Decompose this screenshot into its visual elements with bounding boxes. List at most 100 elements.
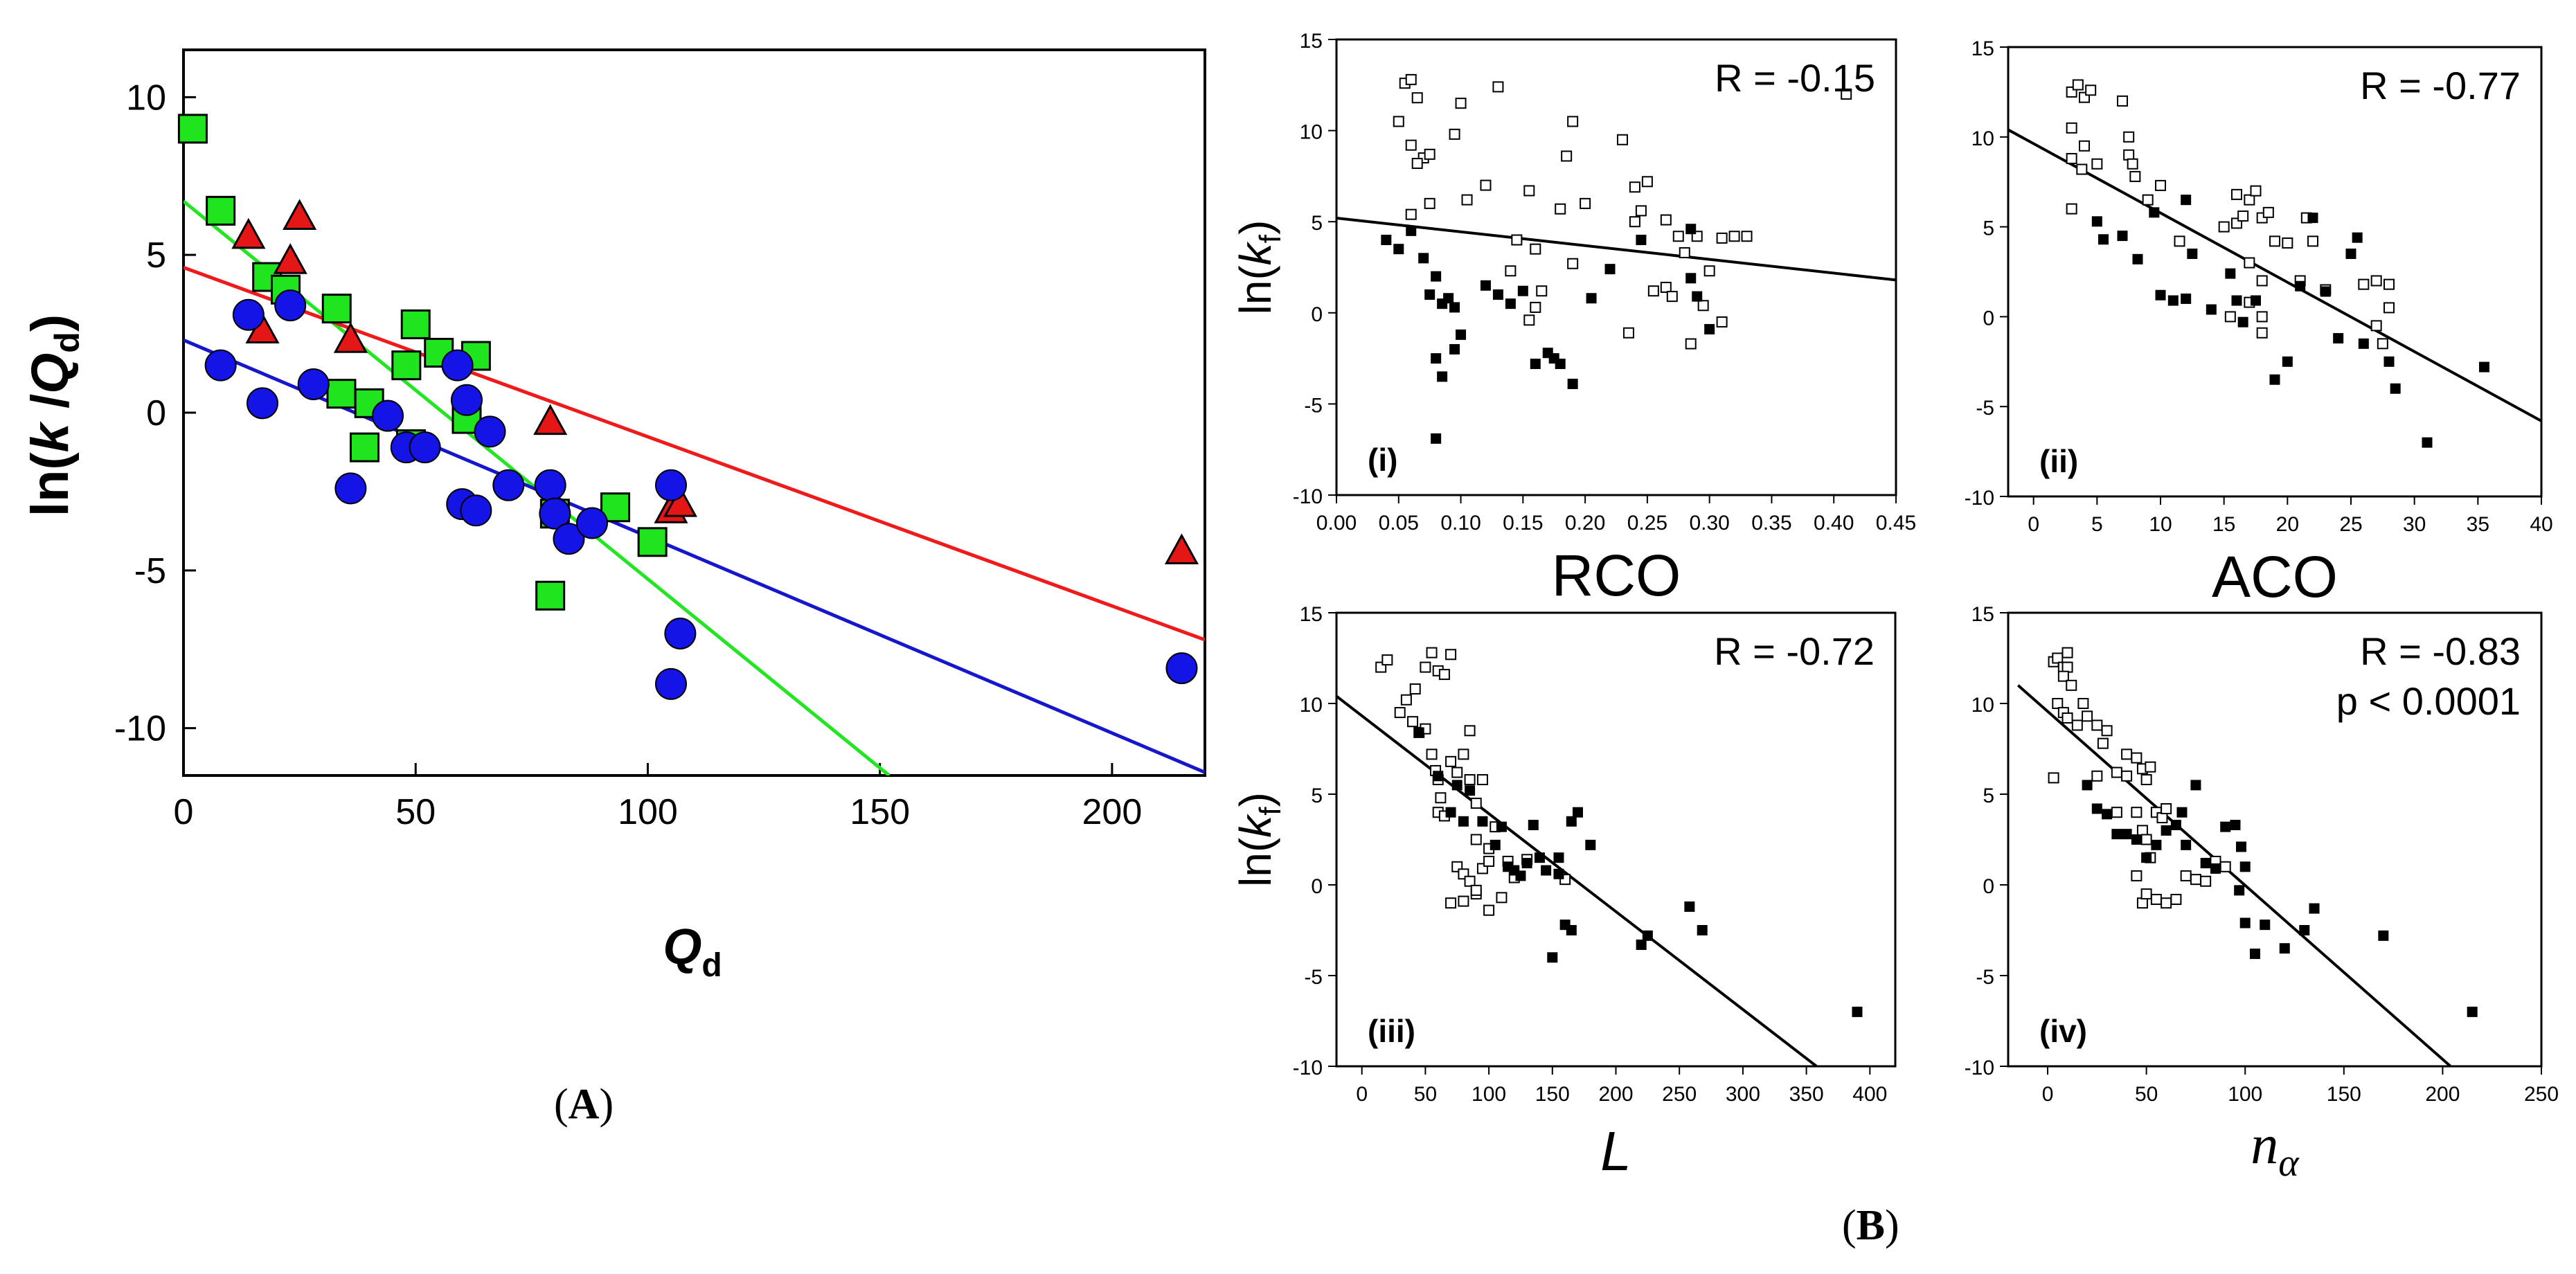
x-axis-label-subscript: d [701, 947, 722, 984]
data-point-filled-square [2176, 807, 2188, 818]
data-point-open-square [2136, 897, 2148, 909]
data-point-green-square [326, 379, 357, 409]
x-tick-label: 150 [2327, 1083, 2361, 1106]
data-point-filled-square [2279, 943, 2290, 954]
data-point-open-square [2140, 774, 2152, 786]
data-point-open-square [2142, 194, 2154, 206]
y-axis-label-k: k [21, 420, 80, 452]
data-point-open-square [2218, 221, 2230, 233]
data-point-open-square [1660, 214, 1672, 226]
data-point-filled-square [2390, 383, 2401, 394]
data-point-filled-square [2422, 437, 2433, 448]
data-point-open-square [1679, 246, 1690, 258]
data-point-open-square [2256, 275, 2268, 287]
data-point-open-square [1458, 748, 1469, 760]
data-point-filled-square [2131, 834, 2142, 845]
y-tick-label: 5 [1311, 784, 1323, 807]
data-point-blue-circle [553, 523, 585, 555]
data-point-open-square [1464, 875, 1476, 887]
y-tick-label: 0 [146, 393, 166, 433]
data-point-green-square [391, 350, 422, 381]
data-point-filled-square [2187, 249, 2198, 260]
plot-frame [2007, 611, 2543, 1068]
data-point-blue-circle [534, 469, 566, 501]
y-tick-label: 0 [1983, 875, 1994, 898]
plot-frame [2007, 46, 2543, 498]
data-point-filled-square [1642, 930, 1653, 941]
data-point-filled-square [2282, 356, 2293, 367]
data-point-open-square [1641, 176, 1653, 188]
data-point-blue-circle [492, 469, 525, 501]
y-axis-label: ln(k /Qd) [21, 314, 87, 517]
y-tick-label: 15 [1300, 603, 1323, 626]
data-point-filled-square [2309, 903, 2320, 914]
data-point-filled-square [2181, 293, 2192, 304]
data-point-blue-circle [654, 469, 687, 501]
data-point-filled-square [1418, 253, 1429, 264]
data-point-filled-square [1585, 839, 1596, 850]
data-point-open-square [2066, 203, 2077, 215]
data-point-filled-square [2239, 861, 2251, 872]
plot-frame [1335, 611, 1897, 1068]
caption-a: (A) [554, 1081, 614, 1128]
data-point-open-square [1567, 258, 1579, 269]
data-point-filled-square [1413, 727, 1424, 738]
data-point-filled-square [1685, 224, 1697, 235]
data-point-filled-square [2170, 820, 2181, 831]
data-point-open-square [1483, 904, 1495, 916]
correlation-annotation: R = -0.77 [2360, 64, 2521, 107]
data-point-blue-circle [274, 289, 307, 322]
data-point-open-square [1405, 73, 1417, 85]
data-point-open-square [1405, 139, 1417, 151]
panel-label: (iii) [1368, 1013, 1415, 1049]
data-point-open-square [1523, 314, 1535, 326]
y-tick-label: 15 [1971, 37, 1994, 60]
data-point-blue-circle [372, 400, 404, 432]
x-axis-label-n: n [2251, 1115, 2278, 1176]
data-point-red-triangle [663, 486, 697, 517]
x-tick-label: 200 [1598, 1083, 1633, 1106]
y-tick-label: -10 [114, 709, 166, 749]
data-point-open-square [1470, 884, 1482, 896]
x-tick-label: 0.15 [1503, 512, 1543, 535]
data-point-open-square [2091, 770, 2103, 782]
data-point-open-square [2170, 893, 2182, 905]
x-axis-label: RCO [1552, 543, 1681, 608]
y-tick-label: -10 [1965, 1057, 1994, 1079]
x-tick-label: 0.25 [1627, 512, 1667, 535]
y-tick-label: 5 [1983, 784, 1994, 807]
y-tick-label: 0 [1311, 875, 1323, 898]
data-point-open-square [2061, 712, 2073, 724]
x-tick-label: 100 [618, 792, 678, 832]
data-point-open-square [1716, 232, 1728, 244]
data-point-open-square [1461, 194, 1473, 206]
data-point-filled-square [1477, 816, 1488, 827]
data-point-filled-square [1433, 771, 1444, 782]
x-tick-label: 30 [2403, 513, 2426, 536]
y-tick-label: 0 [1311, 303, 1323, 326]
data-point-filled-square [2091, 803, 2102, 814]
data-point-filled-square [2200, 858, 2211, 869]
data-point-open-square [2127, 158, 2138, 170]
x-axis-label-alpha: α [2278, 1142, 2300, 1185]
data-point-open-square [2123, 131, 2135, 143]
data-point-open-square [1407, 716, 1419, 728]
fit-line [2008, 128, 2541, 422]
data-point-open-square [1841, 88, 1852, 100]
y-axis-label-ln: ln( [1231, 838, 1280, 887]
data-point-filled-square [1567, 378, 1578, 389]
data-point-blue-circle [664, 617, 697, 649]
data-point-filled-square [1521, 858, 1532, 869]
y-axis-label-close: ) [21, 314, 80, 332]
x-tick-label: 0 [174, 792, 194, 832]
data-point-open-square [1445, 755, 1457, 767]
data-point-filled-square [1852, 1006, 1863, 1017]
data-point-filled-square [1530, 358, 1541, 369]
data-point-open-square [1616, 134, 1628, 145]
data-point-red-triangle [273, 243, 307, 274]
x-tick-label: 150 [850, 792, 910, 832]
data-point-filled-square [2479, 361, 2489, 373]
data-point-open-square [1381, 654, 1393, 666]
data-point-open-square [1476, 774, 1488, 786]
data-point-open-square [2136, 825, 2148, 836]
